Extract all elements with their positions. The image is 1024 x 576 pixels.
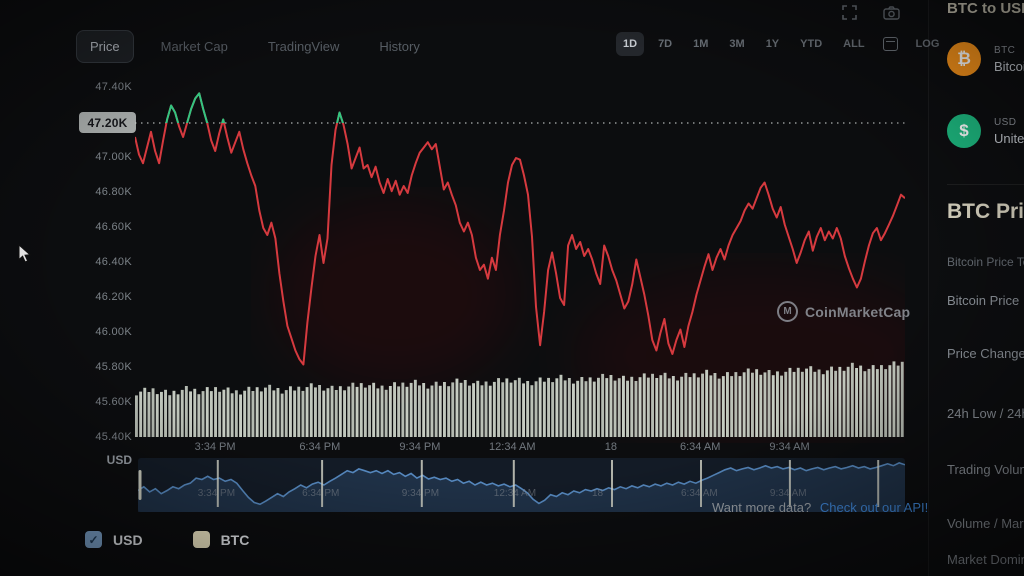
dollar-icon: $: [947, 114, 981, 148]
log-scale-toggle[interactable]: LOG: [915, 38, 940, 50]
usd-checkbox: ✓: [85, 531, 102, 548]
range-all[interactable]: ALL: [843, 38, 865, 50]
mouse-cursor: [18, 244, 32, 263]
price-chart-plot[interactable]: [134, 80, 945, 443]
y-axis-label: 46.80K: [95, 186, 132, 198]
x-axis-label: 9:34 PM: [399, 441, 441, 453]
api-link[interactable]: Check out our API!: [819, 500, 929, 515]
price-line: [134, 92, 906, 366]
coinmarketcap-watermark: M CoinMarketCap: [777, 301, 910, 322]
chart-toolbar-icons: [842, 5, 900, 20]
currency-name: United States Dollar: [994, 130, 1024, 146]
tab-price[interactable]: Price: [76, 30, 134, 63]
converter-row-usd: $ USD United States Dollar: [947, 114, 1024, 148]
legend-label-btc: BTC: [220, 531, 250, 548]
watermark-text: CoinMarketCap: [805, 303, 911, 320]
red-glow: [275, 205, 515, 385]
x-axis-label: 18: [604, 441, 617, 453]
navigator-area: [138, 462, 905, 512]
price-chart-svg: [134, 92, 945, 440]
currency-code: USD: [994, 116, 1017, 128]
coin-code: BTC: [994, 44, 1016, 56]
stat-row-bitcoin-price: Bitcoin Price: [947, 293, 1020, 308]
x-axis-label: 6:34 AM: [679, 441, 721, 453]
bitcoin-icon: ₿: [947, 42, 981, 76]
y-axis: 47.40K47.20K47.00K46.80K46.60K46.40K46.2…: [56, 0, 132, 576]
x-axis-label: 6:34 PM: [299, 441, 341, 453]
chart-tab-bar: Price Market Cap TradingView History: [76, 30, 433, 63]
range-selector: 1D 7D 1M 3M 1Y YTD ALL LOG: [616, 32, 946, 56]
stat-row-market-dominance: Market Dominance: [947, 552, 1024, 567]
stats-section-label: Bitcoin Price Today: [947, 255, 1024, 269]
y-axis-label: 46.40K: [95, 256, 132, 268]
sidebar-divider: [947, 184, 1024, 185]
converter-row-btc: ₿ BTC Bitcoin: [947, 42, 1024, 76]
stat-row-volume-market-cap: Volume / Market Cap: [947, 516, 1024, 531]
stat-row-24h-low-high: 24h Low / 24h High: [947, 406, 1024, 421]
range-7d[interactable]: 7D: [658, 38, 673, 50]
current-price-badge: 47.20K: [79, 112, 136, 133]
stat-row-price-change: Price Change 24h: [947, 346, 1024, 361]
legend-item-usd[interactable]: ✓ USD: [85, 531, 143, 548]
y-axis-label: 45.80K: [95, 361, 132, 373]
series-legend: ✓ USD BTC: [85, 531, 249, 548]
range-1d[interactable]: 1D: [616, 32, 645, 56]
navigator-time-label: 9:34 AM: [770, 488, 807, 499]
sidebar: BTC to USD Converter ₿ BTC Bitcoin $ USD…: [928, 0, 1024, 576]
navigator-svg: 3:34 PM 6:34 PM 9:34 PM 12:34 AM 18 6:34 AM 9:…: [137, 458, 906, 512]
y-axis-label: 45.60K: [95, 396, 132, 408]
y-axis-label: 46.20K: [95, 291, 132, 303]
y-axis-label: 46.60K: [95, 221, 132, 233]
check-icon: ✓: [88, 532, 99, 547]
navigator-time-label: 6:34 AM: [681, 488, 718, 499]
stat-row-trading-volume: Trading Volume: [947, 462, 1024, 477]
x-axis-label: 3:34 PM: [194, 441, 236, 453]
coin-name: Bitcoin: [994, 58, 1024, 74]
camera-icon[interactable]: [883, 5, 900, 20]
stats-heading: BTC Price Statistics: [947, 200, 1024, 223]
navigator-time-label: 3:34 PM: [198, 488, 235, 499]
x-axis-label: 9:34 AM: [769, 441, 810, 453]
y-axis-label: 45.40K: [95, 431, 132, 443]
calendar-icon[interactable]: [882, 37, 898, 51]
y-axis-label: 47.40K: [95, 81, 132, 93]
navigator-time-label: 12:34 AM: [494, 488, 536, 499]
volume-bars: [135, 361, 904, 437]
api-cta: Want more data? Check out our API!: [712, 500, 928, 515]
y-axis-unit-label: USD: [106, 453, 132, 467]
y-axis-label: 46.00K: [95, 326, 132, 338]
range-1m[interactable]: 1M: [693, 38, 709, 50]
navigator-time-label: 9:34 PM: [402, 488, 439, 499]
navigator-time-label: 18: [592, 488, 604, 499]
tab-tradingview[interactable]: TradingView: [267, 39, 340, 54]
range-3m[interactable]: 3M: [729, 38, 745, 50]
x-axis: 3:34 PM 6:34 PM 9:34 PM 12:34 AM 18 6:34 AM 9:…: [135, 441, 905, 457]
btc-checkbox: [192, 531, 210, 548]
navigator-background: [138, 458, 905, 512]
navigator-left-handle[interactable]: [138, 470, 142, 500]
tab-history[interactable]: History: [379, 39, 420, 54]
range-ytd[interactable]: YTD: [800, 38, 823, 50]
y-axis-label: 47.00K: [95, 151, 132, 163]
coinmarketcap-logo-icon: M: [777, 301, 798, 322]
converter-title: BTC to USD Converter: [947, 0, 1024, 17]
range-1y[interactable]: 1Y: [765, 38, 780, 50]
tab-market-cap[interactable]: Market Cap: [160, 39, 228, 54]
fullscreen-icon[interactable]: [842, 5, 857, 20]
legend-label-usd: USD: [113, 531, 143, 548]
navigator-time-label: 6:34 PM: [302, 488, 339, 499]
cta-text: Want more data?: [712, 500, 812, 515]
time-navigator[interactable]: 3:34 PM 6:34 PM 9:34 PM 12:34 AM 18 6:34 AM 9:…: [137, 458, 906, 512]
navigator-line: [137, 462, 906, 506]
x-axis-label: 12:34 AM: [489, 441, 536, 453]
legend-item-btc[interactable]: BTC: [192, 531, 250, 548]
